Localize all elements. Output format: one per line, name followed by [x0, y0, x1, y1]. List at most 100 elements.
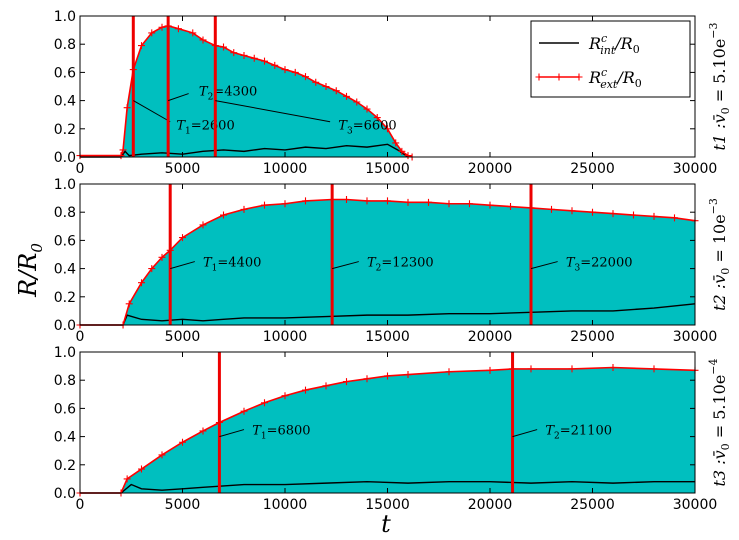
annotation-subscript: 3 — [347, 127, 353, 137]
annotation-T2: T2=4300 — [199, 85, 257, 103]
annotation-value: =21100 — [560, 424, 612, 439]
chart-panel-1: T1=2600T2=4300T3=66000.00.20.40.60.81.00… — [54, 9, 732, 177]
area-fill — [80, 25, 413, 158]
series-marker-ext — [179, 438, 186, 446]
annotation-symbol: T — [367, 256, 377, 271]
legend-label-main: R — [588, 34, 601, 53]
series-marker-ext — [302, 386, 309, 394]
annotation-value: =6800 — [267, 424, 311, 439]
series-marker-ext — [199, 36, 207, 44]
series-marker-ext — [527, 365, 535, 373]
annotation-leader-T1 — [219, 429, 245, 438]
panel-label: t2 :v̄0 = 10e−3 — [707, 198, 732, 311]
series-marker-ext — [630, 211, 637, 219]
annotation-value: =12300 — [381, 256, 433, 271]
x-tick-label: 20000 — [468, 497, 513, 513]
legend-label-sub: ext — [600, 78, 618, 91]
annotation-leader-T3 — [215, 100, 331, 123]
legend-marker — [575, 73, 583, 81]
y-tick-label: 0.4 — [54, 430, 76, 446]
annotation-symbol: T — [566, 256, 576, 271]
x-tick-label: 30000 — [673, 161, 718, 177]
legend-label: Rc ext/R0 — [588, 66, 642, 91]
series-marker-ext — [117, 152, 125, 160]
series-line-int — [80, 303, 696, 326]
series-marker-ext — [466, 200, 473, 208]
annotation-symbol: T — [203, 256, 213, 271]
series-marker-ext — [291, 68, 299, 76]
annotation-subscript: 2 — [554, 432, 560, 442]
annotation-subscript: 2 — [376, 264, 382, 274]
legend-label-main: R — [588, 68, 601, 87]
series-marker-ext — [322, 83, 330, 90]
series-line-int — [80, 143, 409, 158]
y-tick-label: 0.0 — [54, 318, 76, 334]
series-marker-ext — [261, 57, 268, 65]
y-tick-label: 0.8 — [54, 205, 76, 221]
x-tick-label: 5000 — [165, 329, 201, 345]
series-marker-ext — [373, 114, 381, 122]
series-marker-ext — [568, 207, 576, 215]
series-marker-ext — [568, 365, 576, 373]
annotation-T2: T2=21100 — [545, 424, 612, 442]
series-marker-ext — [138, 465, 145, 473]
panel-label-sub: 0 — [719, 107, 732, 114]
x-tick-label: 0 — [76, 497, 85, 513]
series-marker-ext — [404, 371, 412, 379]
series-marker-ext — [404, 152, 412, 160]
panel-label-eq: = 5.10e — [710, 375, 729, 444]
series-marker-ext — [230, 49, 238, 57]
series-marker-ext — [302, 197, 309, 205]
series-marker-ext — [332, 87, 340, 95]
y-tick-label: 0.2 — [54, 290, 76, 306]
panel-label-eq: = 10e — [710, 214, 729, 267]
annotation-T1: T1=4400 — [203, 256, 261, 274]
series-marker-ext — [486, 366, 494, 374]
annotation-T1: T1=2600 — [176, 119, 234, 137]
annotation-value: =2600 — [191, 119, 235, 134]
panel-label-exp: −4 — [707, 358, 720, 374]
series-marker-ext — [271, 61, 279, 69]
y-tick-label: 0.4 — [54, 94, 76, 110]
annotation-subscript: 3 — [575, 264, 581, 274]
series-marker-ext — [281, 200, 289, 208]
series-marker-ext — [353, 98, 361, 106]
series-marker-ext — [322, 382, 330, 390]
series-marker-ext — [486, 201, 494, 209]
series-marker-ext — [425, 198, 432, 206]
x-axis-label: t — [381, 510, 391, 538]
series-marker-ext — [363, 375, 371, 383]
series-marker-ext — [240, 407, 248, 415]
series-marker-ext — [671, 214, 678, 222]
series-marker-ext — [281, 392, 289, 400]
annotation-T2: T2=12300 — [367, 256, 434, 274]
series-marker-ext — [158, 23, 166, 31]
series-marker-ext — [363, 105, 371, 113]
series-marker-ext — [650, 212, 658, 220]
series-marker-ext — [343, 92, 350, 100]
y-tick-label: 0.6 — [54, 401, 76, 417]
legend-label-sub: int — [600, 44, 616, 57]
legend-label-den: /R — [613, 34, 632, 53]
series-marker-ext — [609, 210, 617, 218]
legend-label-den-sub: 0 — [633, 43, 640, 56]
annotation-value: =6600 — [353, 119, 397, 134]
series-marker-ext — [312, 78, 320, 86]
series-marker-ext — [650, 365, 658, 373]
annotation-value: =4400 — [217, 256, 261, 271]
y-tick-label: 0.2 — [54, 122, 76, 138]
x-tick-label: 30000 — [673, 329, 718, 345]
annotation-subscript: 2 — [208, 93, 214, 103]
legend-marker — [555, 73, 563, 81]
x-tick-label: 15000 — [365, 497, 410, 513]
panel-label-prefix: t3 : — [710, 459, 729, 486]
y-axis-label-main: R/R — [14, 253, 42, 298]
y-axis-label: R/R0 — [14, 243, 46, 298]
legend-label-den-sub: 0 — [635, 77, 642, 90]
annotation-T3: T3=6600 — [338, 119, 396, 137]
series-marker-ext — [138, 42, 145, 50]
y-tick-label: 0.2 — [54, 458, 76, 474]
series-marker-ext — [220, 43, 227, 51]
series-marker-ext — [589, 208, 596, 216]
